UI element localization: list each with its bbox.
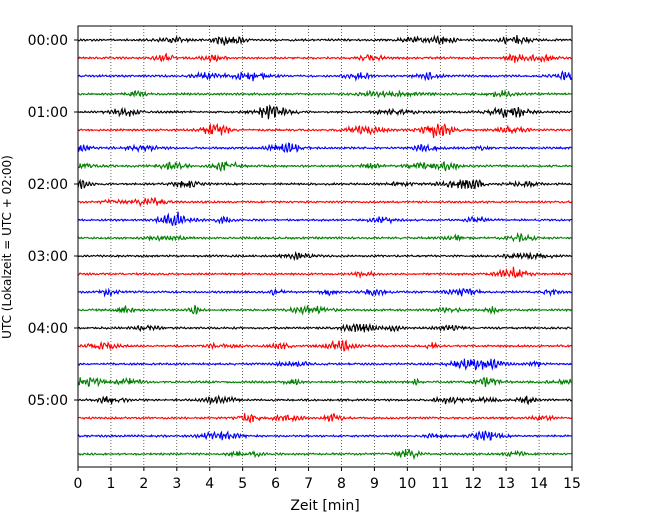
x-tick-label: 1 — [106, 476, 115, 492]
x-tick-label: 5 — [238, 476, 247, 492]
y-tick-label: 04:00 — [28, 321, 68, 337]
x-tick-label: 0 — [74, 476, 83, 492]
seismic-trace — [77, 287, 572, 298]
seismic-trace — [77, 34, 572, 46]
seismic-trace — [77, 448, 572, 461]
seismic-trace — [77, 104, 572, 120]
x-tick-label: 11 — [431, 476, 449, 492]
seismic-trace — [77, 211, 572, 226]
seismic-trace — [77, 413, 572, 424]
x-tick-label: 15 — [563, 476, 581, 492]
seismic-trace — [77, 430, 572, 441]
seismic-trace — [77, 197, 572, 208]
seismic-trace — [77, 122, 572, 139]
seismic-trace — [77, 394, 572, 406]
x-tick-label: 12 — [464, 476, 482, 492]
x-axis-label: Zeit [min] — [290, 498, 359, 514]
x-tick-label: 7 — [304, 476, 313, 492]
y-axis-label: UTC (Lokalzeit = UTC + 02:00) — [0, 155, 14, 339]
x-tick-label: 13 — [497, 476, 515, 492]
seismic-trace — [77, 304, 572, 316]
seismic-trace — [77, 142, 572, 154]
x-tick-label: 14 — [530, 476, 548, 492]
seismic-traces — [77, 34, 573, 461]
x-tick-label: 6 — [271, 476, 280, 492]
seismic-trace — [77, 250, 572, 262]
y-tick-label: 01:00 — [28, 105, 68, 121]
x-tick-label: 2 — [139, 476, 148, 492]
plot-background — [78, 26, 572, 467]
x-tick-label: 9 — [370, 476, 379, 492]
x-tick-label: 10 — [398, 476, 416, 492]
seismic-trace — [77, 178, 572, 190]
seismic-trace — [77, 70, 573, 82]
seismic-trace — [77, 322, 572, 333]
x-tick-label: 4 — [205, 476, 214, 492]
plot-frame — [77, 25, 573, 468]
seismic-trace — [77, 160, 572, 173]
y-tick-label: 00:00 — [28, 33, 68, 49]
y-tick-label: 02:00 — [28, 177, 68, 193]
seismic-trace — [77, 339, 572, 352]
seismic-trace — [77, 52, 572, 63]
seismic-trace — [77, 89, 572, 99]
x-axis-ticks: 0 1 2 3 4 5 6 7 8 9 10 11 12 13 14 15 — [74, 467, 581, 492]
y-tick-label: 05:00 — [28, 393, 68, 409]
seismic-trace — [77, 231, 572, 243]
y-axis-ticks: 00:00 01:00 02:00 03:00 04:00 05:00 — [28, 33, 78, 409]
seismic-trace — [77, 266, 572, 279]
seismic-trace — [77, 376, 572, 388]
seismic-trace — [77, 358, 572, 371]
y-tick-label: 03:00 — [28, 249, 68, 265]
x-tick-label: 3 — [172, 476, 181, 492]
x-tick-label: 8 — [337, 476, 346, 492]
